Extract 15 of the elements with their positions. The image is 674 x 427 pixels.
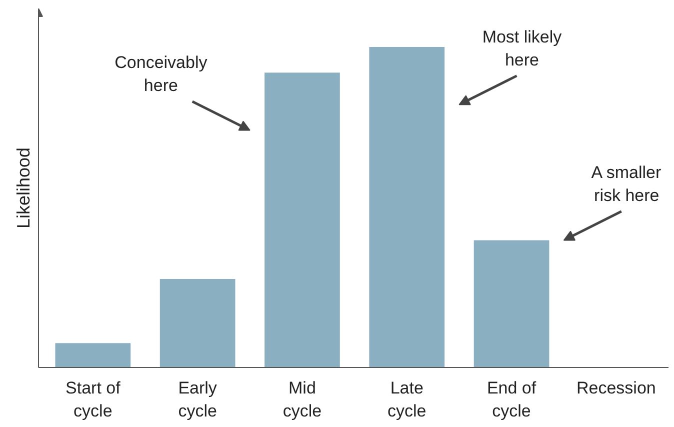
- x-tick-label: Start of cycle: [66, 378, 121, 420]
- y-axis-title: Likelihood: [14, 147, 34, 229]
- annotation: Conceivably here: [114, 53, 208, 96]
- x-tick-label: End of cycle: [486, 378, 536, 420]
- bar: [369, 46, 445, 368]
- bar: [474, 240, 550, 368]
- x-tick-label: Late cycle: [388, 378, 426, 420]
- bar: [55, 343, 131, 368]
- x-tick-label: Recession: [576, 378, 656, 398]
- annotation: A smaller risk here: [591, 163, 662, 205]
- bar: [264, 72, 340, 368]
- annotation: Most likely here: [482, 28, 562, 70]
- bar: [160, 279, 236, 368]
- x-tick-label: Mid cycle: [282, 378, 322, 420]
- x-tick-label: Early cycle: [178, 378, 218, 420]
